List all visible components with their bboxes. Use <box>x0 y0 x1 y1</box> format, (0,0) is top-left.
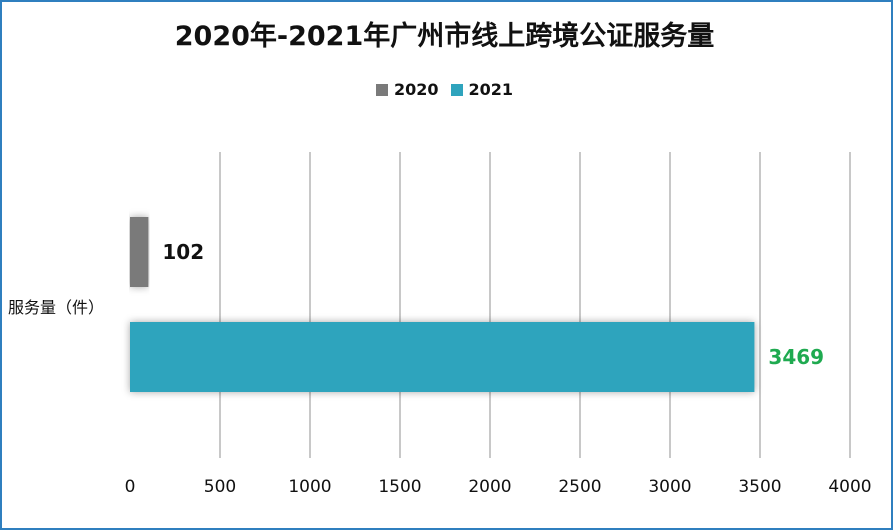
legend-label-2020: 2020 <box>393 80 439 99</box>
legend-item-2021: 2021 <box>450 80 514 99</box>
chart-legend: 2020 2021 <box>0 80 889 99</box>
data-label-2021: 3469 <box>768 345 824 369</box>
bar-2020 <box>130 217 149 287</box>
category-label: 服务量（件） <box>8 298 105 317</box>
x-tick-label-1500: 1500 <box>378 477 421 497</box>
legend-swatch-2021 <box>450 83 463 96</box>
x-tick-label-2000: 2000 <box>468 477 511 497</box>
legend-item-2020: 2020 <box>375 80 439 99</box>
x-tick-label-3500: 3500 <box>738 477 781 497</box>
x-tick-label-1000: 1000 <box>288 477 331 497</box>
x-tick-label-0: 0 <box>125 477 136 497</box>
chart-title: 2020年-2021年广州市线上跨境公证服务量 <box>174 21 715 52</box>
legend-label-2021: 2021 <box>468 80 514 99</box>
data-label-2020: 102 <box>162 240 204 264</box>
x-tick-label-4000: 4000 <box>828 477 871 497</box>
bar-2021 <box>130 322 755 392</box>
x-tick-label-3000: 3000 <box>648 477 691 497</box>
x-tick-label-2500: 2500 <box>558 477 601 497</box>
x-tick-label-500: 500 <box>204 477 236 497</box>
legend-swatch-2020 <box>375 83 388 96</box>
